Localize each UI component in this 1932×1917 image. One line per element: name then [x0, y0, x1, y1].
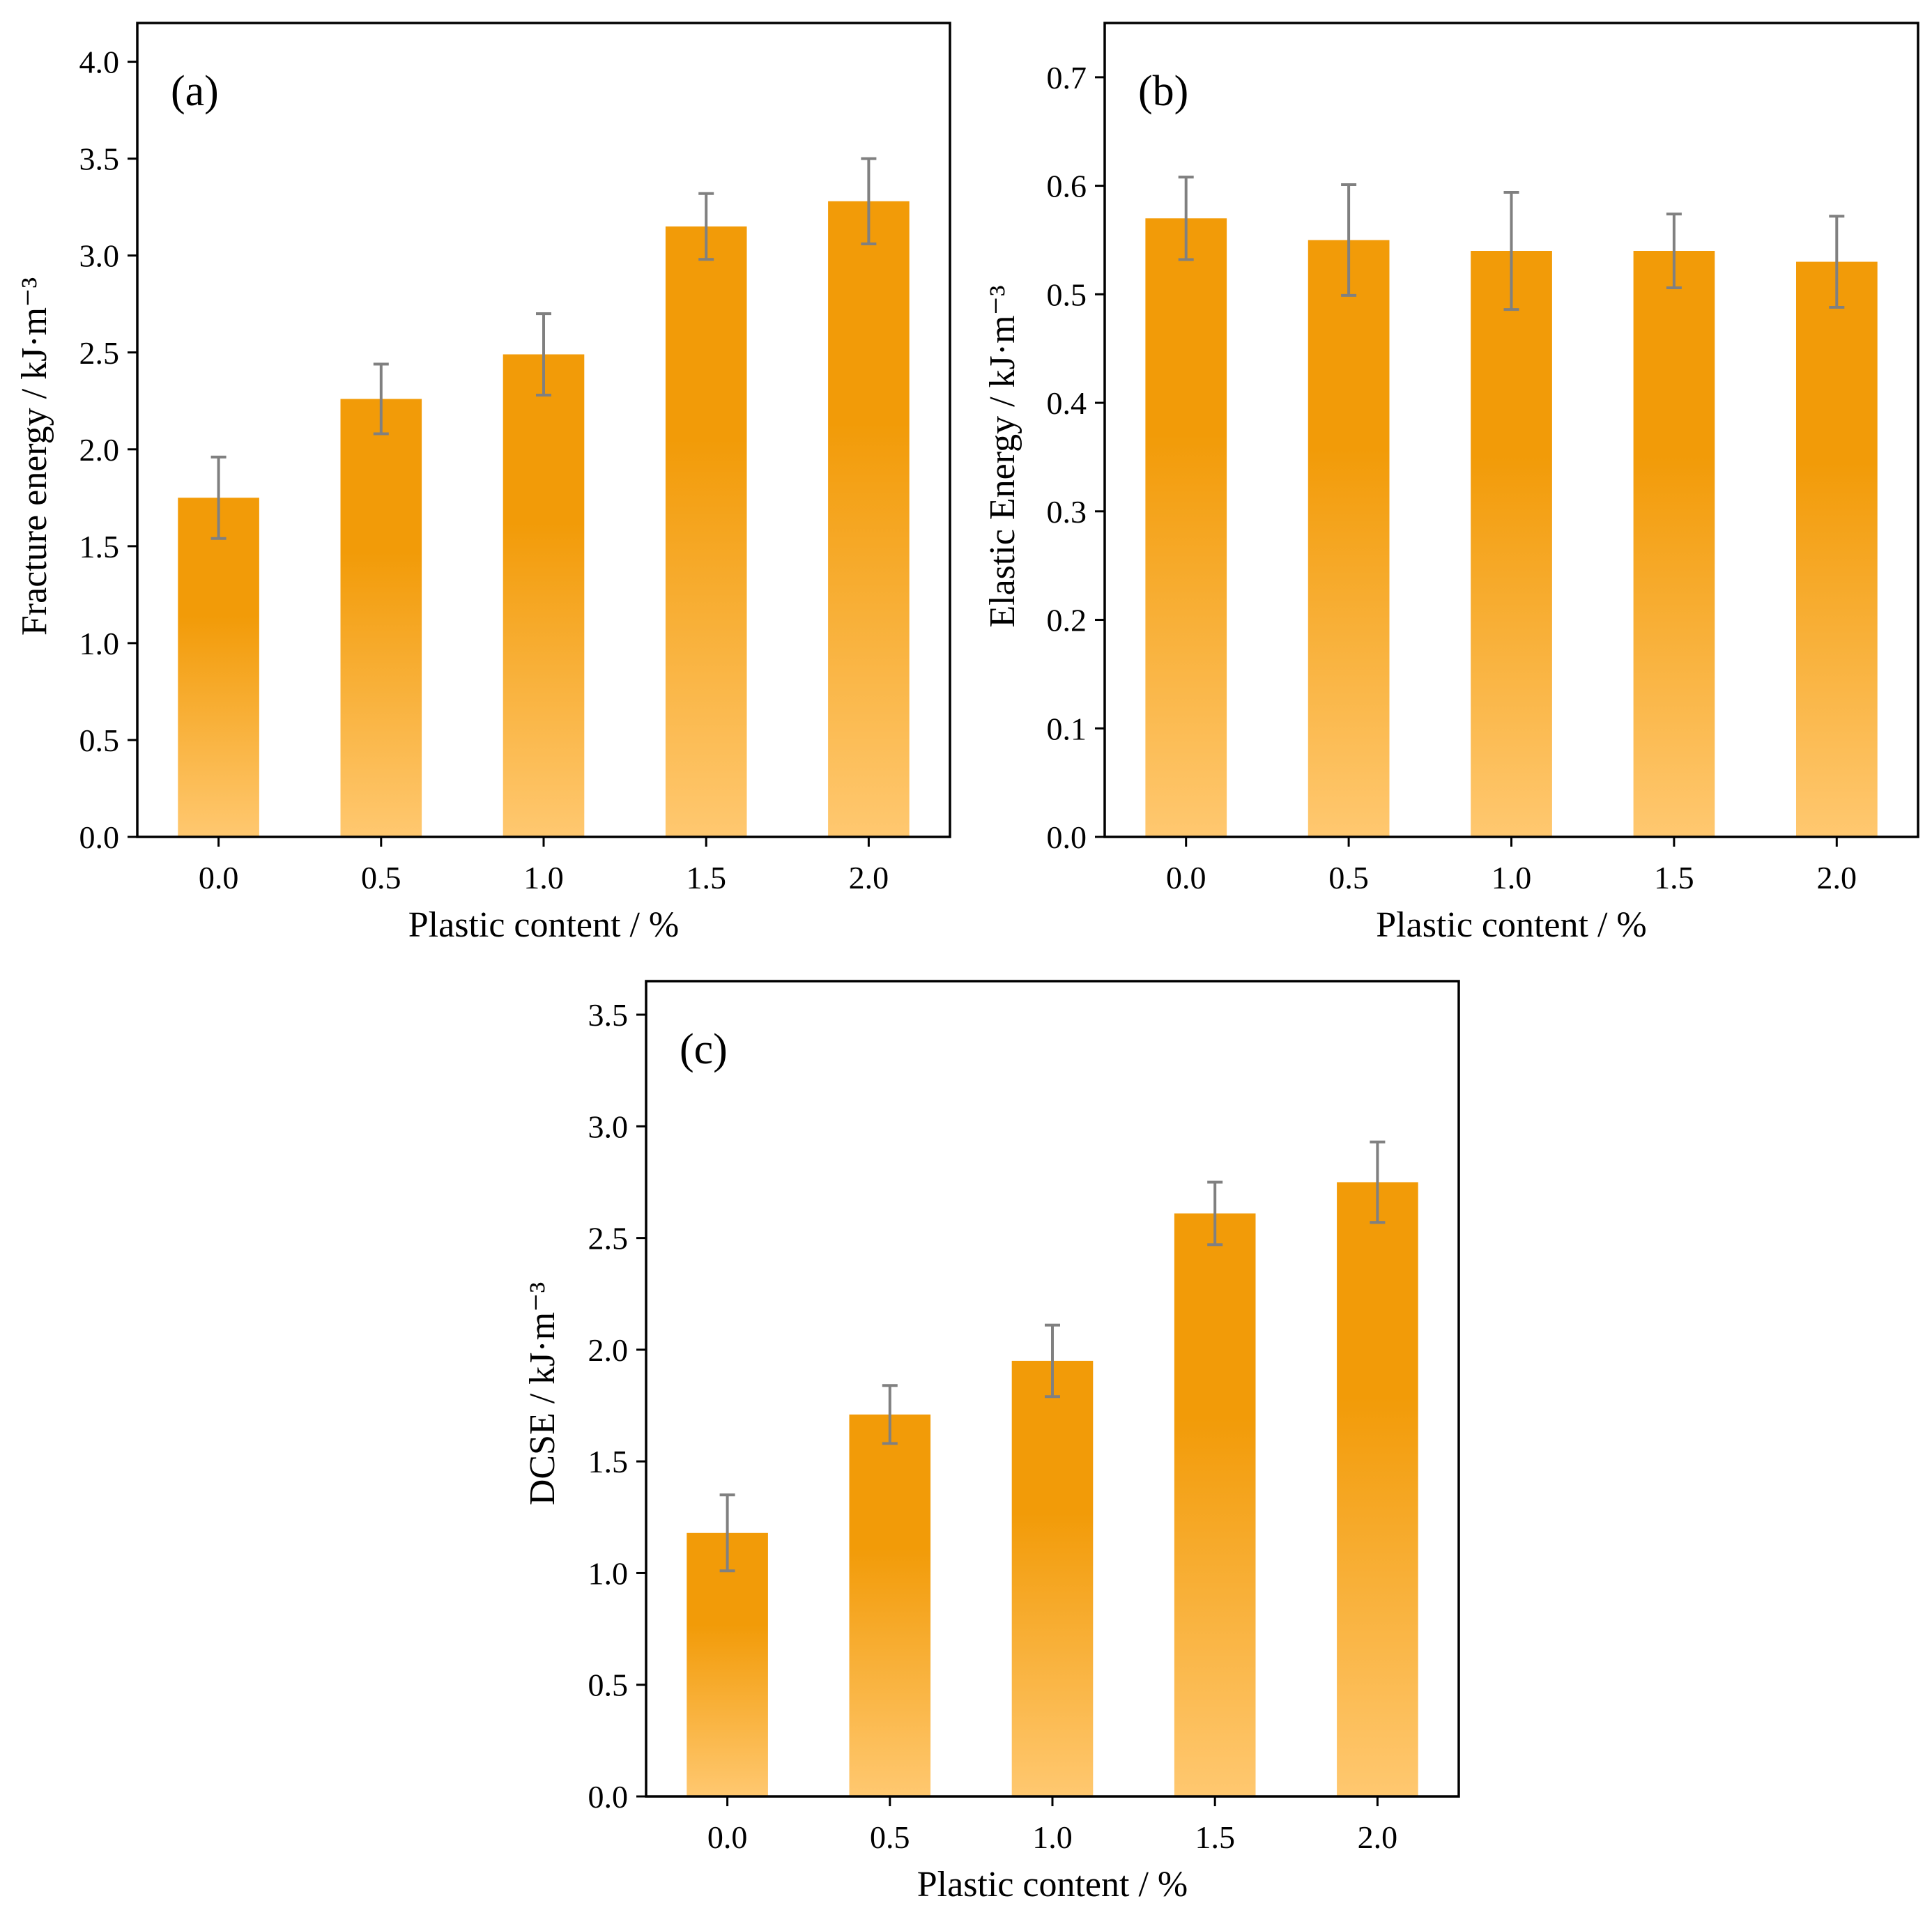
error-bar	[373, 362, 389, 436]
bar	[1308, 240, 1390, 837]
error-bar	[1341, 183, 1357, 297]
y-tick-label: 1.5	[79, 529, 120, 564]
error-bar	[1503, 190, 1519, 311]
error-bar	[210, 455, 227, 540]
y-tick-label: 0.7	[1047, 60, 1087, 95]
y-tick-label: 0.6	[1047, 169, 1087, 204]
y-tick-label: 0.5	[588, 1668, 629, 1703]
x-axis-title: Plastic content / %	[1376, 905, 1646, 945]
bar	[687, 1532, 768, 1796]
x-tick-label: 0.5	[1328, 860, 1369, 895]
x-tick-label: 1.5	[1654, 860, 1694, 895]
y-tick-label: 2.0	[588, 1332, 629, 1368]
x-tick-label: 0.0	[707, 1819, 748, 1855]
y-tick-label: 3.5	[79, 141, 120, 177]
y-tick-label: 3.5	[588, 997, 629, 1033]
plot-frame	[136, 22, 951, 838]
error-bar	[882, 1384, 898, 1445]
y-tick-label: 0.5	[79, 723, 120, 758]
y-tick-label: 0.0	[79, 819, 120, 855]
x-tick-label: 1.0	[523, 860, 564, 895]
plot-frame	[645, 980, 1460, 1798]
y-tick-label: 0.4	[1047, 385, 1087, 421]
y-tick-label: 0.2	[1047, 603, 1087, 638]
bar	[1011, 1360, 1094, 1796]
error-bar	[698, 192, 714, 261]
bar	[849, 1414, 931, 1796]
bar	[340, 399, 422, 837]
y-axis-title: Elastic Energy / kJ·m⁻³	[983, 285, 1022, 627]
error-bar	[1370, 1140, 1386, 1224]
error-bar	[536, 312, 551, 397]
bar	[1174, 1213, 1256, 1796]
x-tick-label: 0.0	[1166, 860, 1206, 895]
bar	[178, 498, 259, 837]
error-bar	[1666, 213, 1682, 289]
panel-c: 0.0 0.5 1.0 1.5 2.0 0.0 0.5 1.0 1.5 2.0 2.5 3.0 3.5 (…	[523, 980, 1460, 1904]
bar	[1796, 261, 1878, 838]
bar	[1337, 1182, 1418, 1796]
x-axis-title: Plastic content / %	[917, 1865, 1188, 1904]
y-tick-label: 3.0	[588, 1109, 629, 1144]
x-tick-label: 2.0	[849, 860, 889, 895]
x-tick-label: 0.0	[199, 860, 239, 895]
x-tick-label: 2.0	[1817, 860, 1857, 895]
x-tick-label: 1.5	[686, 860, 726, 895]
bar	[1633, 251, 1715, 837]
y-tick-label: 4.0	[79, 45, 120, 80]
y-tick-label: 1.0	[79, 626, 120, 661]
y-tick-label: 0.1	[1047, 711, 1087, 746]
x-tick-label: 1.0	[1492, 860, 1532, 895]
y-axis-title: Fracture energy / kJ·m⁻³	[15, 277, 54, 636]
bar	[828, 201, 910, 837]
error-bar	[1829, 215, 1845, 309]
panel-label: (a)	[171, 68, 219, 115]
y-axis-title: DCSE / kJ·m⁻³	[523, 1282, 562, 1505]
y-tick-label: 0.0	[588, 1779, 629, 1815]
y-tick-label: 0.0	[1047, 819, 1087, 855]
panels: 0.0 0.5 1.0 1.5 2.0 0.0 0.5 1.0 1.5 2.0 2.5 3.0 3.5 4…	[15, 22, 1919, 1904]
y-tick-label: 2.5	[588, 1221, 629, 1256]
error-bar	[1178, 176, 1194, 261]
y-tick-label: 0.5	[1047, 277, 1087, 312]
panel-b: 0.0 0.5 1.0 1.5 2.0 0.0 0.1 0.2 0.3 0.4 0.5 0.6 0.7 (…	[983, 22, 1919, 945]
error-bar	[1207, 1180, 1223, 1247]
y-tick-label: 2.5	[79, 335, 120, 371]
error-bar	[719, 1493, 735, 1573]
y-tick-label: 1.5	[588, 1444, 629, 1479]
x-tick-label: 1.5	[1195, 1819, 1235, 1855]
plot-frame	[1103, 22, 1919, 838]
panel-label: (b)	[1138, 68, 1188, 115]
y-tick-label: 3.0	[79, 238, 120, 274]
x-tick-label: 0.5	[361, 860, 401, 895]
panel-a: 0.0 0.5 1.0 1.5 2.0 0.0 0.5 1.0 1.5 2.0 2.5 3.0 3.5 4…	[15, 22, 951, 945]
y-tick-label: 1.0	[588, 1555, 629, 1591]
bar	[665, 226, 747, 837]
error-bar	[861, 157, 877, 246]
y-tick-label: 2.0	[79, 432, 120, 468]
error-bar	[1045, 1323, 1060, 1399]
x-tick-label: 2.0	[1358, 1819, 1398, 1855]
x-axis-title: Plastic content / %	[408, 905, 679, 945]
x-tick-label: 1.0	[1032, 1819, 1073, 1855]
bar	[1471, 251, 1552, 837]
panel-label: (c)	[680, 1026, 728, 1073]
x-tick-label: 0.5	[870, 1819, 910, 1855]
y-tick-label: 0.3	[1047, 494, 1087, 530]
bar	[503, 354, 585, 837]
bar	[1145, 218, 1227, 837]
